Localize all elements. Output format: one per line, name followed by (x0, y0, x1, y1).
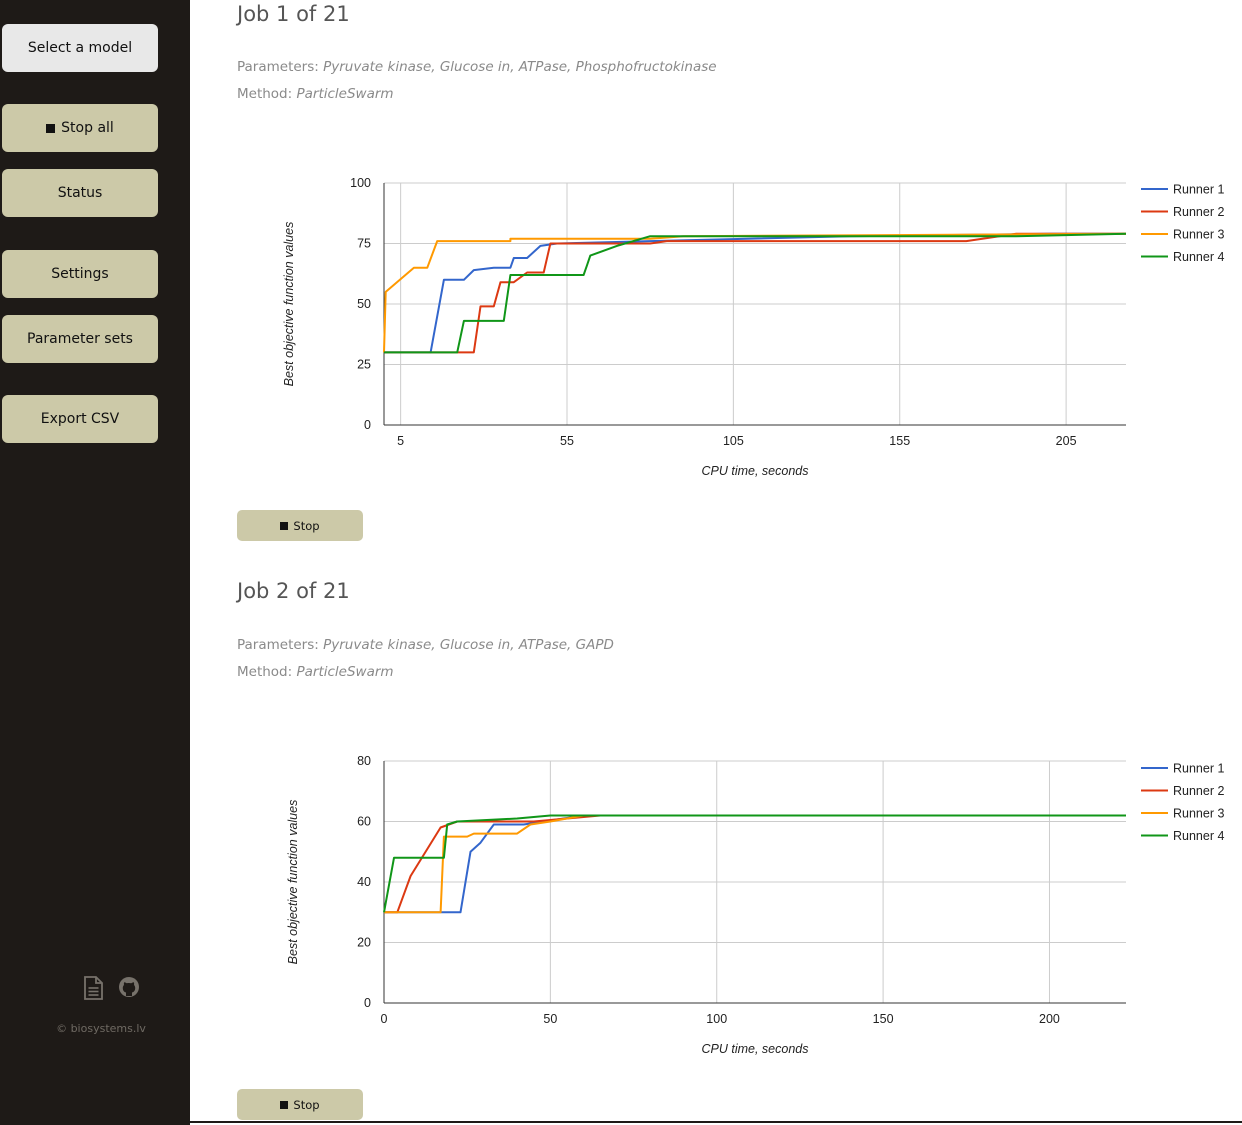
job-2-title: Job 2 of 21 (237, 579, 350, 603)
settings-label: Settings (51, 266, 109, 282)
job-2-parameters: Parameters: Pyruvate kinase, Glucose in,… (237, 637, 614, 653)
legend-label: Runner 3 (1173, 807, 1224, 821)
export-csv-label: Export CSV (40, 411, 120, 427)
series-line-runner-1 (384, 232, 1126, 354)
document-icon[interactable] (82, 976, 104, 1000)
series-line-runner-2 (384, 232, 1126, 354)
export-csv-button[interactable]: Export CSV (2, 395, 158, 443)
stop-all-label: Stop all (61, 120, 114, 136)
method-value: ParticleSwarm (296, 86, 394, 102)
legend-label: Runner 1 (1173, 762, 1224, 776)
job-1-stop-button[interactable]: Stop (237, 510, 363, 541)
stop-icon (280, 521, 289, 530)
status-label: Status (57, 185, 103, 201)
copyright: © biosystems.lv (56, 1022, 146, 1035)
legend-label: Runner 2 (1173, 784, 1224, 798)
series-line-runner-3 (383, 232, 1127, 353)
y-axis-title: Best objective function values (286, 800, 300, 965)
settings-button[interactable]: Settings (2, 250, 158, 298)
stop-label: Stop (293, 1097, 320, 1112)
y-tick-label: 25 (357, 358, 371, 372)
y-tick-label: 20 (357, 936, 371, 950)
parameters-value: Pyruvate kinase, Glucose in, ATPase, Pho… (323, 59, 717, 75)
x-tick-label: 0 (381, 1012, 388, 1026)
parameter-sets-button[interactable]: Parameter sets (2, 315, 158, 363)
y-tick-label: 0 (364, 996, 371, 1010)
series-line-runner-3 (384, 814, 1126, 914)
job-2-stop-button[interactable]: Stop (237, 1089, 363, 1120)
x-axis-title: CPU time, seconds (702, 1042, 809, 1056)
y-tick-label: 100 (350, 176, 371, 190)
status-button[interactable]: Status (2, 169, 158, 217)
x-tick-label: 5 (397, 434, 404, 448)
series-line-runner-1 (384, 814, 1126, 914)
x-tick-label: 150 (873, 1012, 894, 1026)
legend-label: Runner 3 (1173, 228, 1224, 242)
job-1-parameters: Parameters: Pyruvate kinase, Glucose in,… (237, 59, 717, 75)
bottom-border (190, 1121, 1242, 1123)
y-tick-label: 80 (357, 754, 371, 768)
x-tick-label: 155 (889, 434, 910, 448)
legend-label: Runner 4 (1173, 829, 1224, 843)
job-2-method: Method: ParticleSwarm (237, 664, 394, 680)
y-tick-label: 0 (364, 418, 371, 432)
stop-all-button[interactable]: Stop all (2, 104, 158, 152)
x-tick-label: 105 (723, 434, 744, 448)
job-1-method: Method: ParticleSwarm (237, 86, 394, 102)
select-model-label: Select a model (27, 40, 133, 56)
legend-label: Runner 2 (1173, 205, 1224, 219)
series-line-runner-4 (383, 814, 1126, 913)
parameters-label: Parameters: (237, 59, 319, 75)
x-tick-label: 205 (1056, 434, 1077, 448)
method-label: Method: (237, 664, 293, 680)
y-tick-label: 60 (357, 815, 371, 829)
method-value: ParticleSwarm (296, 664, 394, 680)
series-line-runner-4 (384, 232, 1127, 354)
parameters-label: Parameters: (237, 637, 319, 653)
footer-icons (82, 976, 140, 1000)
sidebar: Select a model Stop all Status Settings … (0, 0, 190, 1125)
stop-icon (46, 123, 56, 133)
parameters-value: Pyruvate kinase, Glucose in, ATPase, GAP… (323, 637, 614, 653)
y-tick-label: 75 (357, 237, 371, 251)
stop-icon (280, 1100, 289, 1109)
x-tick-label: 55 (560, 434, 574, 448)
legend-label: Runner 4 (1173, 250, 1224, 264)
job-2-chart: 0 20 40 60 80 0 50 100 150 200 CPU time, seconds Be… (286, 754, 1224, 1056)
legend-label: Runner 1 (1173, 183, 1224, 197)
x-axis-title: CPU time, seconds (702, 464, 809, 478)
x-tick-label: 50 (543, 1012, 557, 1026)
x-tick-label: 200 (1039, 1012, 1060, 1026)
y-tick-label: 40 (357, 875, 371, 889)
parameter-sets-label: Parameter sets (27, 331, 133, 347)
method-label: Method: (237, 86, 293, 102)
x-tick-label: 100 (706, 1012, 727, 1026)
series-line-runner-2 (384, 814, 1126, 914)
job-1-title: Job 1 of 21 (237, 2, 350, 26)
y-tick-label: 50 (357, 297, 371, 311)
github-icon[interactable] (118, 976, 140, 998)
select-model-button[interactable]: Select a model (2, 24, 158, 72)
stop-label: Stop (293, 518, 320, 533)
y-axis-title: Best objective function values (282, 222, 296, 387)
